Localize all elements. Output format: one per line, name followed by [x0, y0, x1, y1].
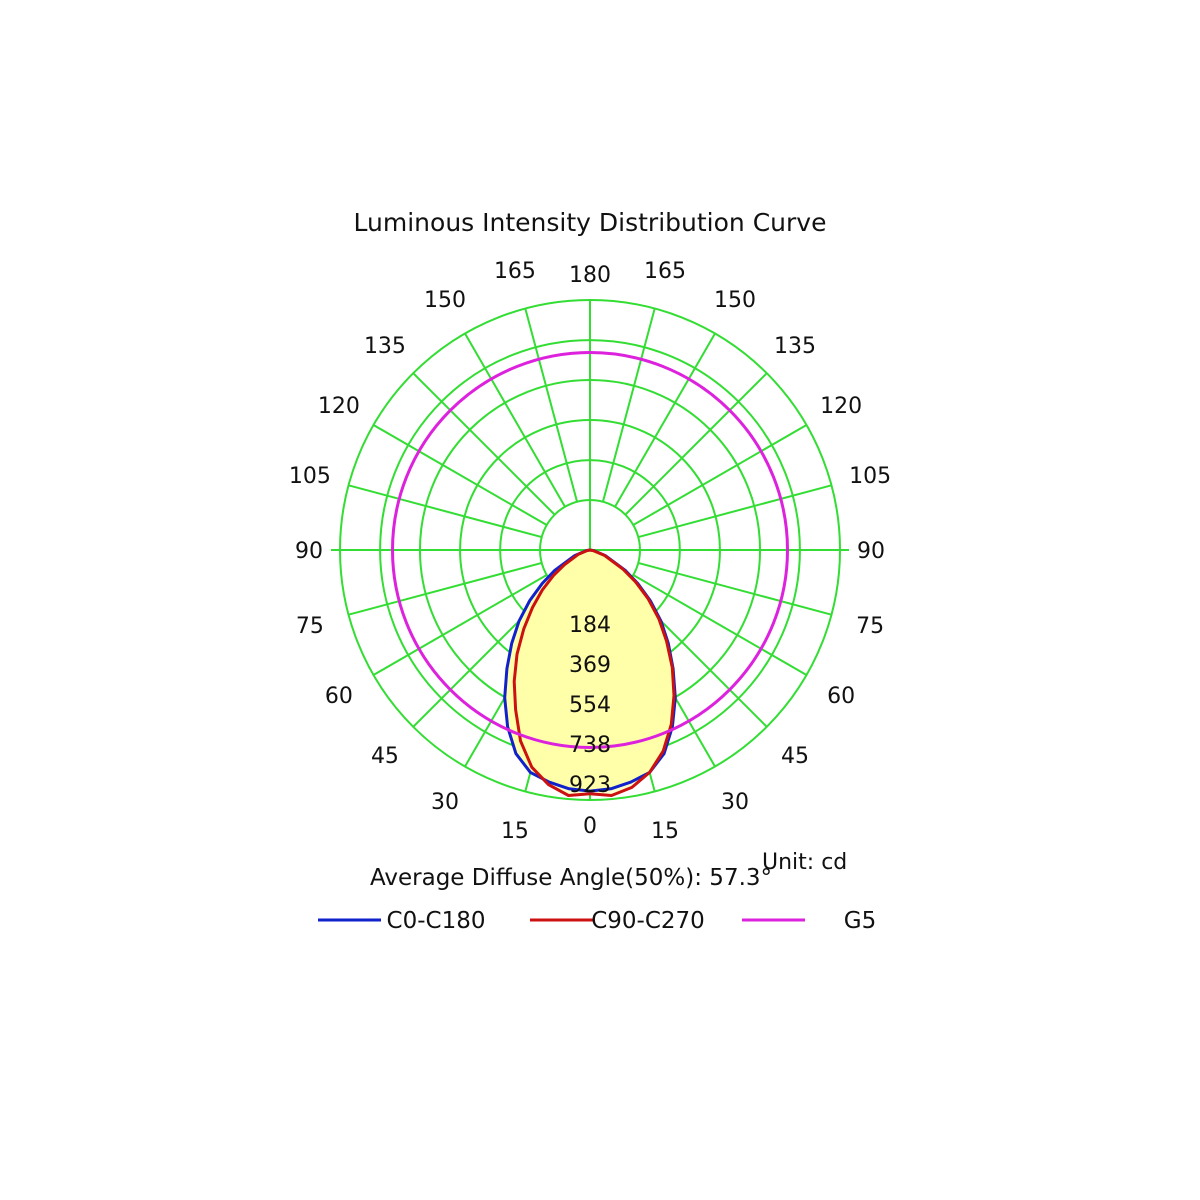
angle-label-left-15: 15 [501, 819, 529, 844]
angle-label-left-75: 75 [296, 614, 324, 639]
angle-tick-labels: 0 15 30 45 60 75 90 105 120 135 150 165 180 15 30 45 60 7… [289, 259, 891, 844]
legend-label-c90-c270: C90-C270 [591, 908, 705, 934]
legend-label-c0-c180: C0-C180 [387, 908, 486, 934]
radial-tick-label: 184 [569, 613, 611, 638]
average-diffuse-angle: Average Diffuse Angle(50%): 57.3° [370, 865, 772, 891]
angle-label-right-30: 30 [721, 790, 749, 815]
angle-label-left-0: 0 [583, 814, 597, 839]
angle-label-right-150: 150 [714, 288, 756, 313]
angle-label-right-15: 15 [651, 819, 679, 844]
grid-spoke [614, 332, 716, 508]
angle-label-right-165: 165 [644, 259, 686, 284]
angle-label-left-30: 30 [431, 790, 459, 815]
grid-spoke [638, 484, 832, 539]
grid-spoke [638, 561, 832, 616]
angle-label-left-105: 105 [289, 464, 331, 489]
grid-spoke [632, 424, 808, 526]
angle-label-right-105: 105 [849, 464, 891, 489]
unit-label: Unit: cd [762, 850, 847, 875]
series-c90-c270-curve [512, 548, 676, 797]
angle-label-left-90: 90 [295, 539, 323, 564]
chart-title: Luminous Intensity Distribution Curve [354, 208, 827, 237]
angle-label-left-180: 180 [569, 263, 611, 288]
radial-tick-label: 738 [569, 733, 611, 758]
grid-spoke [624, 372, 768, 516]
legend: C0-C180 C90-C270 G5 [318, 908, 876, 934]
angle-label-right-90: 90 [857, 539, 885, 564]
angle-label-right-120: 120 [820, 394, 862, 419]
angle-label-right-75: 75 [856, 614, 884, 639]
grid-spoke [464, 332, 566, 508]
curve-fills [504, 550, 676, 796]
angle-label-left-60: 60 [325, 684, 353, 709]
radial-tick-labels: 184 369 554 738 923 [569, 613, 611, 798]
angle-label-left-165: 165 [494, 259, 536, 284]
legend-label-g5: G5 [844, 908, 876, 934]
radial-tick-label: 369 [569, 653, 611, 678]
angle-label-left-120: 120 [318, 394, 360, 419]
radial-tick-label: 554 [569, 693, 611, 718]
grid-spoke [348, 484, 542, 539]
angle-label-left-135: 135 [364, 334, 406, 359]
radial-tick-label: 923 [569, 773, 611, 798]
series-c90-c270-fill [514, 550, 674, 796]
angle-label-left-150: 150 [424, 288, 466, 313]
grid-spoke [372, 574, 548, 676]
angle-label-left-45: 45 [371, 744, 399, 769]
grid-spoke [348, 561, 542, 616]
angle-label-right-45: 45 [781, 744, 809, 769]
grid-spoke [632, 574, 808, 676]
grid-spoke [524, 308, 579, 502]
grid-spoke [601, 308, 656, 502]
series-g5-curve [391, 351, 789, 749]
curves [391, 351, 789, 797]
grid-spoke [412, 372, 556, 516]
angle-label-right-135: 135 [774, 334, 816, 359]
angle-label-right-60: 60 [827, 684, 855, 709]
grid-spoke [372, 424, 548, 526]
